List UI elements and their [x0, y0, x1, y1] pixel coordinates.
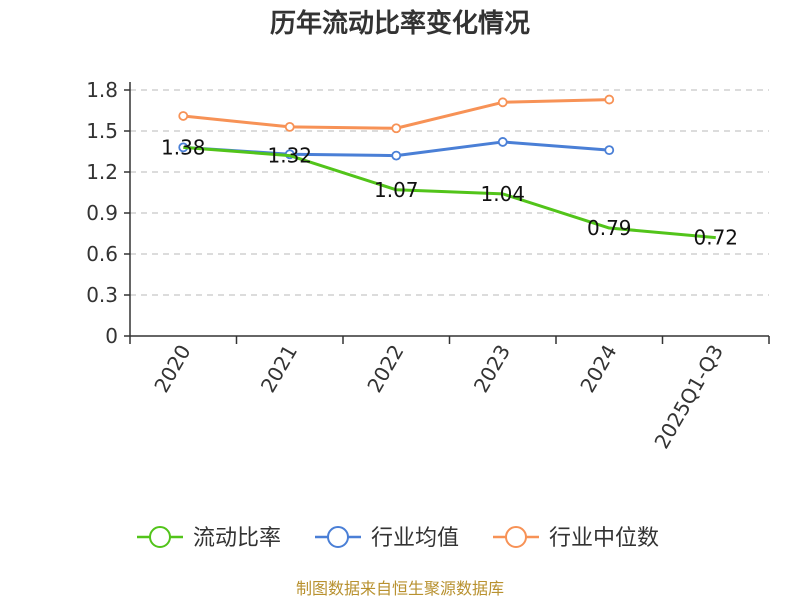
series-2-point-1 — [284, 122, 295, 132]
legend: 流动比率 行业均值 行业中位数 — [137, 526, 659, 551]
x-tick-label-0: 2020 — [149, 341, 195, 397]
x-tick-label-4: 2024 — [575, 341, 621, 397]
y-tick-label-0: 0 — [105, 324, 118, 348]
x-tick-label-1: 2021 — [256, 341, 302, 397]
series-2-point-0 — [178, 111, 189, 121]
legend-label-2: 行业中位数 — [549, 526, 659, 551]
series-line-0 — [183, 145, 716, 240]
chart-title: 历年流动比率变化情况 — [270, 8, 530, 39]
y-tick-label-2: 0.6 — [86, 242, 118, 266]
series-0-label-2: 1.07 — [374, 178, 419, 202]
y-tick-label-3: 0.9 — [86, 201, 118, 225]
data-source-note: 制图数据来自恒生聚源数据库 — [296, 579, 504, 598]
series-lines — [178, 94, 716, 240]
x-tick-label-2: 2022 — [362, 341, 408, 397]
series-0-label-0: 1.38 — [161, 135, 206, 159]
series-2-point-4 — [604, 94, 615, 105]
series-0-label-4: 0.79 — [587, 216, 632, 240]
series-0-label-5: 0.72 — [693, 226, 738, 250]
series-2-point-3 — [497, 97, 508, 108]
legend-marker-2 — [505, 526, 527, 548]
legend-item-2: 行业中位数 — [493, 526, 659, 551]
series-1-point-3 — [497, 137, 508, 147]
series-1-point-2 — [391, 150, 402, 161]
y-tick-label-1: 0.3 — [86, 283, 118, 307]
y-tick-label-5: 1.5 — [86, 119, 118, 143]
series-0-label-3: 1.04 — [480, 182, 525, 206]
data-labels: 1.38 1.32 1.07 1.04 0.79 0.72 — [161, 135, 738, 249]
legend-item-0: 流动比率 — [137, 526, 281, 551]
axes: 0 0.3 0.6 0.9 1.2 1.5 1.8 2020 2021 2022 2023 2024 2… — [86, 78, 770, 453]
legend-marker-1 — [327, 526, 349, 548]
gridlines — [130, 89, 769, 296]
x-tick-label-5: 2025Q1-Q3 — [649, 341, 728, 453]
legend-label-0: 流动比率 — [193, 526, 281, 551]
y-tick-label-4: 1.2 — [86, 160, 118, 184]
legend-item-1: 行业均值 — [315, 526, 459, 551]
x-tick-label-3: 2023 — [469, 341, 515, 397]
legend-marker-0 — [149, 526, 171, 548]
series-1-point-4 — [604, 145, 615, 156]
y-tick-label-6: 1.8 — [86, 78, 118, 102]
legend-label-1: 行业均值 — [371, 526, 459, 551]
series-0-label-1: 1.32 — [267, 144, 312, 168]
series-2-point-2 — [391, 123, 402, 134]
